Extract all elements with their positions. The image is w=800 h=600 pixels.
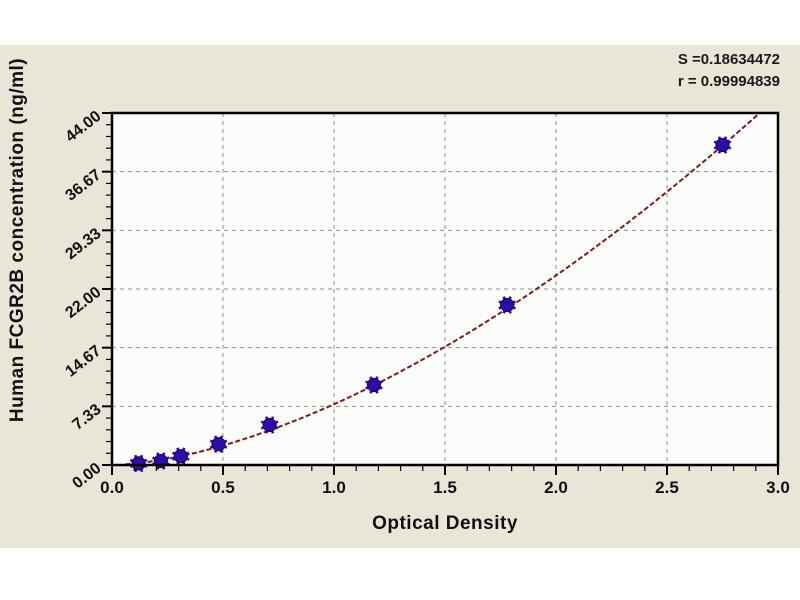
y-tick-label: 14.67 — [62, 342, 104, 380]
data-point — [172, 447, 190, 466]
data-point — [498, 296, 516, 314]
marker-circle — [715, 137, 730, 153]
y-tick-label: 36.67 — [62, 166, 104, 204]
data-point — [129, 454, 148, 473]
x-tick-label: 0.0 — [100, 478, 124, 497]
x-tick-label: 2.0 — [544, 478, 568, 497]
data-point — [209, 435, 228, 454]
y-tick-label: 44.00 — [62, 108, 104, 146]
data-point — [365, 376, 383, 394]
x-tick-label: 2.5 — [655, 478, 679, 497]
marker-circle — [173, 449, 188, 464]
marker-circle — [500, 297, 515, 313]
marker-circle — [211, 437, 226, 452]
fit-statistics: S =0.18634472 r = 0.99994839 — [678, 49, 780, 93]
x-tick-label: 1.5 — [433, 478, 457, 497]
fit-s-value: S =0.18634472 — [677, 51, 780, 68]
y-axis-title: Human FCGR2B concentration (ng/ml) — [7, 57, 28, 423]
marker-circle — [131, 456, 146, 471]
data-point — [713, 136, 732, 154]
marker-circle — [366, 377, 382, 393]
x-axis-title: Optical Density — [372, 513, 518, 534]
y-tick-label: 22.00 — [62, 284, 104, 322]
y-tick-label: 29.33 — [62, 225, 104, 263]
plot-border — [110, 111, 780, 467]
x-tick-label: 1.0 — [322, 478, 346, 497]
y-tick-label: 7.33 — [69, 401, 104, 434]
data-point — [260, 416, 279, 434]
chart-panel: 0.0 0.5 1.0 1.5 2.0 2.5 3.0 0.00 7.33 14.67 22.00 2… — [0, 45, 800, 548]
x-tick-label: 0.5 — [211, 478, 235, 497]
fit-r-value: r = 0.99994839 — [677, 72, 780, 90]
marker-circle — [262, 417, 277, 433]
standard-curve-plot: 0.0 0.5 1.0 1.5 2.0 2.5 3.00.007.3314.6722.002… — [62, 108, 790, 497]
curve-path — [125, 113, 762, 465]
x-tick-label: 3.0 — [766, 478, 790, 497]
